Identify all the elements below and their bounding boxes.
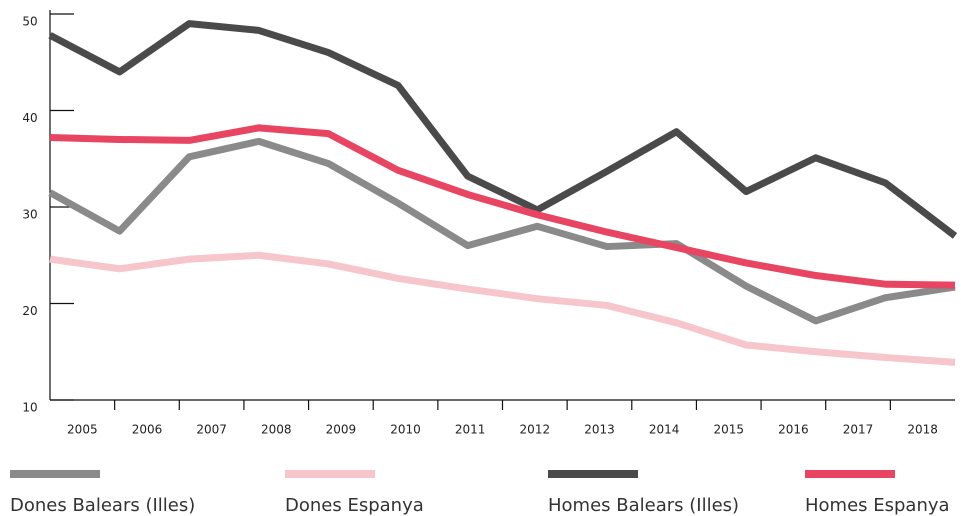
x-tick-label: 2010 (390, 423, 421, 437)
legend-label: Homes Balears (Illes) (548, 495, 739, 516)
x-tick-label: 2016 (778, 423, 809, 437)
y-tick-label: 30 (22, 208, 37, 222)
x-tick-label: 2009 (326, 423, 357, 437)
y-tick-label: 50 (22, 15, 37, 29)
y-tick-label: 40 (22, 111, 37, 125)
x-tick-label: 2007 (196, 423, 227, 437)
y-tick-label: 20 (22, 304, 37, 318)
x-tick-label: 2006 (132, 423, 163, 437)
x-tick-label: 2005 (67, 423, 98, 437)
series-line (48, 20, 958, 239)
x-tick-label: 2008 (261, 423, 292, 437)
legend-label: Dones Balears (Illes) (10, 495, 195, 516)
series-line (48, 137, 956, 325)
legend-label: Homes Espanya (805, 495, 950, 516)
x-tick-label: 2011 (455, 423, 486, 437)
x-tick-label: 2017 (843, 423, 874, 437)
series-line (49, 251, 956, 366)
y-tick-label: 10 (22, 401, 37, 415)
x-tick-label: 2018 (907, 423, 938, 437)
x-tick-label: 2013 (584, 423, 615, 437)
x-tick-label: 2015 (713, 423, 744, 437)
series-line (49, 124, 956, 289)
x-tick-label: 2012 (520, 423, 551, 437)
x-tick-label: 2014 (649, 423, 680, 437)
legend-label: Dones Espanya (285, 495, 424, 516)
